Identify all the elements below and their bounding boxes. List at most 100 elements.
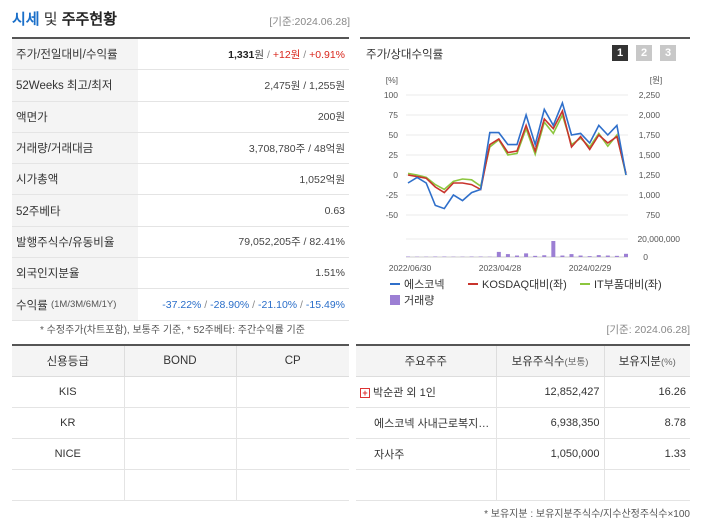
header-cp: CP <box>235 345 349 377</box>
x-tick-label: 2022/06/30 <box>389 263 432 273</box>
volume-bar <box>533 255 538 257</box>
holder-name: 자사주 <box>356 438 496 470</box>
volume-bar <box>496 251 501 257</box>
holder-name <box>356 469 496 501</box>
separator: / <box>249 298 259 311</box>
left-tick-label: 75 <box>389 110 399 120</box>
legend-swatch-volume <box>390 295 400 305</box>
right-tick-label: 1,500 <box>639 150 661 160</box>
summary-row-price: 주가/전일대비/수익률 1,331원 / +12원 / +0.91% <box>12 39 349 71</box>
table-row: 자사주 1,050,000 1.33 <box>356 438 690 470</box>
holder-shares <box>495 469 604 501</box>
header-shares-unit: (보통) <box>564 356 589 368</box>
chart-title: 주가/상대수익률 <box>366 49 444 61</box>
header-pct-unit: (%) <box>661 356 676 368</box>
table-row: + 박순관 외 1인 12,852,427 16.26 <box>356 376 690 408</box>
returns-label: 수익률 <box>16 299 48 312</box>
volume-bar <box>578 255 583 257</box>
stock-chart: [%] [원] 100 75 50 25 0 -25 -50 2,250 2,000 1,750 1,5… <box>384 75 680 307</box>
x-tick-label: 2024/02/29 <box>569 263 612 273</box>
cp-rating <box>235 438 349 470</box>
left-axis-unit: [%] <box>386 75 398 85</box>
summary-row-market-cap: 시가총액 1,052억원 <box>12 164 349 196</box>
cp-rating <box>235 469 349 501</box>
credit-table: 신용등급 BOND CP KIS KR NICE <box>12 344 349 501</box>
x-tick-label: 2023/04/28 <box>479 263 522 273</box>
series-line <box>407 108 627 194</box>
right-tick-label: 2,000 <box>639 110 661 120</box>
credit-header: 신용등급 BOND CP <box>12 345 349 377</box>
volume-bar <box>587 256 592 257</box>
volume-bar <box>569 254 574 257</box>
volume-bar <box>515 255 519 257</box>
returns-period: (1M/3M/6M/1Y) <box>50 299 117 311</box>
cp-rating <box>235 376 349 408</box>
table-row <box>356 469 690 501</box>
summary-row-52weeks: 52Weeks 최고/최저 2,475원 / 1,255원 <box>12 70 349 102</box>
row-label: 발행주식수/유동비율 <box>12 226 138 258</box>
volume-bar <box>605 255 610 257</box>
row-label: 52주베타 <box>12 195 138 226</box>
header-pct: 보유지분(%) <box>603 345 690 377</box>
holder-shares: 12,852,427 <box>495 376 604 408</box>
volume-bar <box>614 255 619 257</box>
header-shares-label: 보유주식수 <box>511 355 565 368</box>
volume-bar <box>542 255 547 257</box>
header-pct-label: 보유지분 <box>618 355 662 368</box>
header-holder: 주요주주 <box>356 345 496 377</box>
row-label: 주가/전일대비/수익률 <box>12 39 138 70</box>
table-row: 에스코넥 사내근로복지… 6,938,350 8.78 <box>356 407 690 439</box>
row-label: 수익률 (1M/3M/6M/1Y) <box>12 289 138 320</box>
row-value: 79,052,205주 / 82.41% <box>238 236 345 249</box>
series-line <box>407 112 627 191</box>
separator: / <box>300 48 310 61</box>
row-value: -37.22% / -28.90% / -21.10% / -15.49% <box>138 299 349 311</box>
expand-icon[interactable]: + <box>360 387 370 398</box>
left-tick-label: -50 <box>386 210 399 220</box>
row-value: 1,331원 / +12원 / +0.91% <box>138 47 349 62</box>
price-unit: 원 <box>254 48 265 61</box>
cp-rating <box>235 407 349 439</box>
chart-page-3-button[interactable]: 3 <box>660 45 676 61</box>
right-tick-label: 2,250 <box>639 90 661 100</box>
legend-label: 에스코넥 <box>404 278 444 291</box>
header-bond: BOND <box>123 345 236 377</box>
right-tick-label: 1,750 <box>639 130 661 140</box>
right-tick-label: 750 <box>646 210 660 220</box>
row-value: 1.51% <box>315 267 345 280</box>
agency: KIS <box>12 376 124 408</box>
summary-row-volume: 거래량/거래대금 3,708,780주 / 48억원 <box>12 132 349 165</box>
price-value: 1,331 <box>228 48 255 61</box>
summary-row-shares: 발행주식수/유동비율 79,052,205주 / 82.41% <box>12 226 349 259</box>
volume-bar <box>560 255 565 257</box>
row-value: 3,708,780주 / 48억원 <box>248 142 345 155</box>
return-1m: -37.22% <box>162 298 202 311</box>
bond-rating <box>123 469 236 501</box>
separator: / <box>297 298 306 311</box>
left-tick-label: 0 <box>393 170 398 180</box>
legend-label: 거래량 <box>404 294 434 307</box>
volume-zero-label: 0 <box>643 252 648 262</box>
row-label: 액면가 <box>12 101 138 132</box>
row-label: 시가총액 <box>12 164 138 195</box>
row-value: 2,475원 / 1,255원 <box>264 79 345 92</box>
agency: NICE <box>12 438 124 470</box>
holder-name: 에스코넥 사내근로복지… <box>356 407 496 439</box>
series-line <box>407 100 627 210</box>
chart-page-1-button[interactable]: 1 <box>612 45 628 61</box>
separator: / <box>201 298 211 311</box>
summary-row-par-value: 액면가 200원 <box>12 101 349 133</box>
holders-footnote: * 보유지분 : 보유지분주식수/지수산정주식수×100 <box>484 509 690 520</box>
price-change: +12원 <box>272 48 301 61</box>
holders-header: 주요주주 보유주식수(보통) 보유지분(%) <box>356 345 690 377</box>
agency: KR <box>12 407 124 439</box>
volume-bar <box>596 255 601 257</box>
holder-name: + 박순관 외 1인 <box>356 376 496 408</box>
row-value: 0.63 <box>324 204 345 217</box>
chart-page-2-button[interactable]: 2 <box>636 45 652 61</box>
table-row <box>12 469 349 501</box>
reference-date: [기준:2024.06.28] <box>269 16 350 28</box>
legend-label: KOSDAQ대비(좌) <box>482 278 567 291</box>
right-axis-unit: [원] <box>650 75 663 85</box>
agency <box>12 469 124 501</box>
